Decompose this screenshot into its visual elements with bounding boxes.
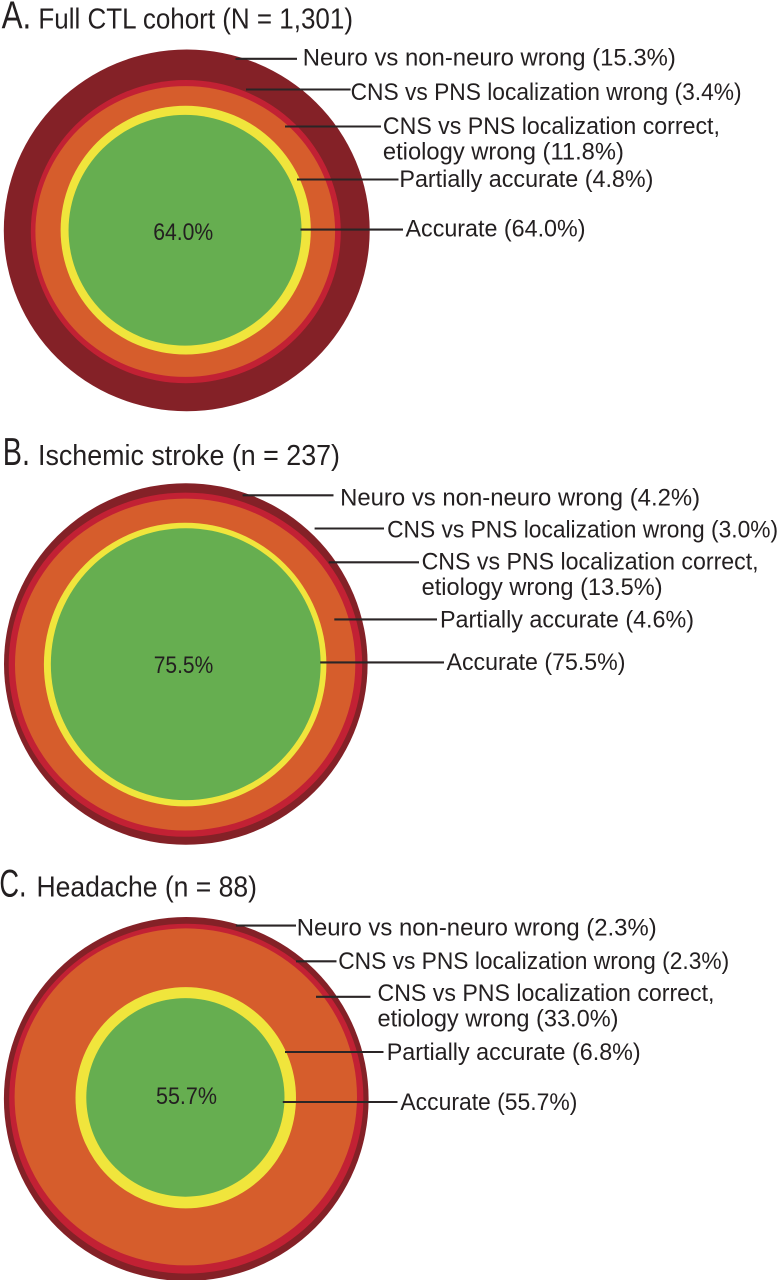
svg-text:A.: A.: [2, 0, 32, 37]
svg-text:55.7%: 55.7%: [156, 1083, 217, 1110]
svg-text:Accurate (64.0%): Accurate (64.0%): [406, 215, 586, 242]
svg-text:Ischemic stroke (n = 237): Ischemic stroke (n = 237): [38, 440, 340, 472]
svg-text:B.: B.: [3, 431, 30, 474]
svg-text:Neuro vs non-neuro wrong (15.3: Neuro vs non-neuro wrong (15.3%): [303, 44, 676, 71]
svg-text:Neuro vs non-neuro wrong (4.2%: Neuro vs non-neuro wrong (4.2%): [340, 484, 700, 511]
svg-text:Partially accurate (6.8%): Partially accurate (6.8%): [387, 1039, 641, 1066]
svg-text:CNS vs PNS localization correc: CNS vs PNS localization correct,: [383, 113, 720, 140]
svg-text:C.: C.: [0, 863, 27, 906]
svg-text:CNS vs PNS localization wrong: CNS vs PNS localization wrong (2.3%): [338, 948, 729, 975]
svg-text:Full CTL cohort (N = 1,301): Full CTL cohort (N = 1,301): [38, 3, 353, 35]
svg-text:75.5%: 75.5%: [154, 652, 214, 679]
svg-text:Headache (n = 88): Headache (n = 88): [37, 872, 258, 904]
svg-text:CNS vs PNS localization correc: CNS vs PNS localization correct,: [422, 549, 759, 576]
svg-text:Accurate (75.5%): Accurate (75.5%): [447, 649, 626, 676]
svg-text:64.0%: 64.0%: [153, 219, 213, 246]
svg-text:etiology wrong (11.8%): etiology wrong (11.8%): [383, 138, 624, 165]
svg-text:CNS vs PNS localization wrong: CNS vs PNS localization wrong (3.0%): [387, 516, 778, 543]
svg-text:Accurate (55.7%): Accurate (55.7%): [400, 1089, 577, 1116]
svg-text:Partially accurate (4.8%): Partially accurate (4.8%): [399, 166, 653, 193]
svg-text:Partially accurate (4.6%): Partially accurate (4.6%): [440, 606, 694, 633]
svg-text:CNS vs PNS localization wrong: CNS vs PNS localization wrong (3.4%): [351, 79, 742, 106]
svg-text:Neuro vs non-neuro wrong (2.3%: Neuro vs non-neuro wrong (2.3%): [297, 914, 657, 941]
svg-text:etiology wrong (33.0%): etiology wrong (33.0%): [378, 1006, 619, 1033]
svg-text:etiology wrong (13.5%): etiology wrong (13.5%): [422, 574, 663, 601]
svg-text:CNS vs PNS localization correc: CNS vs PNS localization correct,: [378, 980, 715, 1007]
